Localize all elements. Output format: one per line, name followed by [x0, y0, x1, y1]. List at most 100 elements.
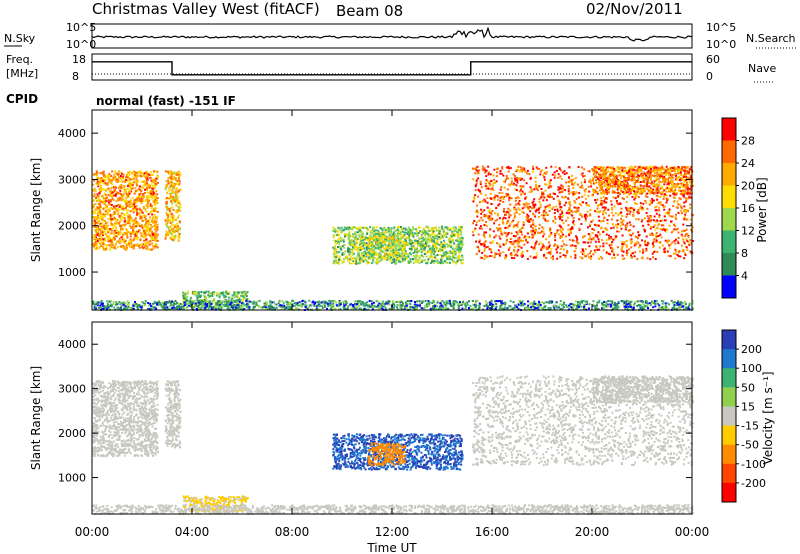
scatter-cell [440, 236, 443, 239]
scatter-cell [439, 238, 442, 241]
scatter-cell [554, 239, 557, 242]
scatter-cell [438, 243, 441, 246]
scatter-cell [198, 293, 200, 296]
scatter-cell [211, 291, 214, 294]
scatter-cell [408, 252, 411, 255]
scatter-cell [421, 259, 424, 262]
scatter-cell [380, 227, 383, 230]
scatter-cell [684, 197, 687, 200]
scatter-cell [669, 255, 672, 258]
scatter-cell [144, 188, 146, 191]
scatter-cell [591, 228, 594, 230]
scatter-cell [119, 204, 121, 207]
scatter-cell [229, 299, 232, 302]
scatter-cell [489, 184, 492, 187]
scatter-cell [101, 229, 104, 232]
scatter-cell [543, 255, 545, 258]
scatter-cell [495, 180, 498, 183]
scatter-cell [628, 248, 631, 251]
scatter-cell [649, 202, 652, 205]
scatter-cell [559, 215, 562, 218]
scatter-cell [199, 304, 202, 307]
scatter-cell [663, 205, 666, 208]
scatter-cell [538, 167, 541, 170]
scatter-cell [343, 226, 346, 229]
scatter-cell [608, 214, 610, 217]
scatter-cell [347, 248, 350, 250]
scatter-cell [175, 179, 178, 182]
scatter-cell [523, 236, 526, 239]
scatter-cell [494, 219, 497, 222]
scatter-cell [171, 171, 174, 174]
scatter-cell [242, 300, 245, 303]
scatter-cell [407, 255, 410, 258]
scatter-cell [372, 253, 375, 256]
scatter-cell [478, 227, 481, 230]
scatter-cell [92, 244, 95, 247]
scatter-cell [584, 248, 587, 251]
scatter-cell [140, 186, 143, 189]
scatter-cell [598, 204, 601, 206]
scatter-cell [512, 173, 515, 176]
scatter-cell [438, 236, 441, 238]
scatter-cell [499, 199, 502, 202]
scatter-cell [572, 221, 574, 224]
scatter-cell [388, 232, 391, 235]
freq-label: Freq. [6, 53, 33, 66]
scatter-cell [140, 224, 143, 226]
scatter-cell [358, 233, 361, 236]
scatter-cell [491, 218, 494, 220]
scatter-cell [423, 233, 426, 236]
scatter-cell [645, 201, 648, 204]
scatter-cell [446, 245, 449, 248]
scatter-cell [551, 208, 554, 211]
scatter-cell [129, 232, 132, 235]
scatter-cell [360, 242, 363, 245]
scatter-cell [623, 241, 626, 244]
scatter-cell [499, 170, 502, 172]
scatter-cell [492, 230, 495, 233]
scatter-cell [117, 180, 120, 183]
scatter-cell [510, 197, 513, 200]
scatter-cell [666, 250, 669, 253]
scatter-cell [109, 217, 112, 220]
scatter-cell [567, 212, 570, 215]
scatter-cell [475, 240, 478, 243]
scatter-cell [103, 189, 106, 191]
scatter-cell [374, 240, 377, 243]
scatter-cell [571, 244, 574, 247]
scatter-cell [570, 191, 573, 194]
scatter-cell [109, 215, 112, 218]
scatter-cell [102, 234, 104, 237]
scatter-cell [126, 234, 128, 237]
scatter-cell [620, 207, 623, 210]
scatter-cell [460, 226, 463, 229]
scatter-cell [367, 239, 370, 242]
scatter-cell [226, 292, 229, 295]
scatter-cell [425, 262, 428, 264]
scatter-cell [446, 258, 449, 261]
scatter-cell [102, 188, 105, 191]
scatter-cell [167, 234, 170, 236]
scatter-cell [425, 232, 428, 235]
scatter-cell [144, 218, 147, 220]
scatter-cell [154, 235, 157, 238]
scatter-cell [143, 229, 146, 232]
scatter-cell [680, 207, 683, 210]
scatter-cell [100, 244, 103, 247]
scatter-cell [132, 229, 135, 232]
scatter-cell [525, 240, 528, 243]
scatter-cell [441, 227, 444, 230]
scatter-cell [685, 233, 688, 236]
scatter-cell [653, 185, 656, 188]
scatter-cell [444, 226, 447, 229]
scatter-cell [354, 257, 357, 260]
scatter-cell [591, 194, 594, 197]
scatter-cell [519, 228, 522, 231]
scatter-cell [392, 235, 394, 238]
scatter-cell [504, 217, 507, 220]
scatter-cell [557, 173, 560, 176]
scatter-cell [601, 257, 604, 260]
scatter-cell [195, 294, 198, 297]
scatter-cell [110, 175, 113, 177]
